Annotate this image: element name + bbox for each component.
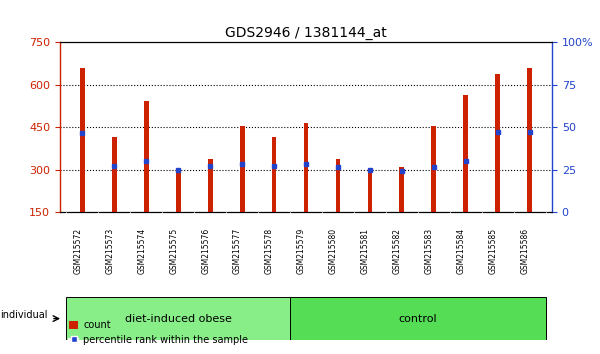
Text: GSM215580: GSM215580: [329, 228, 338, 274]
Bar: [431, 126, 436, 212]
Bar: [67, 297, 290, 340]
Text: GSM215581: GSM215581: [361, 228, 370, 274]
Text: GSM215584: GSM215584: [457, 228, 466, 274]
Bar: [463, 95, 468, 212]
Text: GSM215578: GSM215578: [265, 228, 274, 274]
Bar: [208, 159, 212, 212]
Text: GSM215577: GSM215577: [233, 228, 242, 274]
Bar: [335, 159, 340, 212]
Text: GSM215575: GSM215575: [169, 228, 178, 274]
Text: diet-induced obese: diet-induced obese: [125, 314, 232, 324]
Bar: [144, 101, 149, 212]
Bar: [304, 123, 308, 212]
Legend: count, percentile rank within the sample: count, percentile rank within the sample: [65, 316, 252, 349]
Text: individual: individual: [1, 310, 48, 320]
Bar: [112, 137, 117, 212]
Bar: [176, 171, 181, 212]
Bar: [368, 170, 372, 212]
Text: GSM215576: GSM215576: [201, 228, 210, 274]
Text: GSM215574: GSM215574: [137, 228, 146, 274]
Text: GSM215573: GSM215573: [106, 228, 115, 274]
Text: GSM215586: GSM215586: [521, 228, 530, 274]
Bar: [400, 167, 404, 212]
Text: control: control: [398, 314, 437, 324]
Text: GSM215579: GSM215579: [297, 228, 306, 274]
Bar: [527, 68, 532, 212]
Bar: [290, 297, 545, 340]
Bar: [272, 137, 277, 212]
Text: GSM215582: GSM215582: [393, 228, 402, 274]
Title: GDS2946 / 1381144_at: GDS2946 / 1381144_at: [225, 26, 387, 40]
Text: GSM215572: GSM215572: [73, 228, 82, 274]
Text: GSM215585: GSM215585: [488, 228, 497, 274]
Bar: [495, 74, 500, 212]
Bar: [240, 126, 245, 212]
Text: GSM215583: GSM215583: [425, 228, 434, 274]
Bar: [80, 68, 85, 212]
